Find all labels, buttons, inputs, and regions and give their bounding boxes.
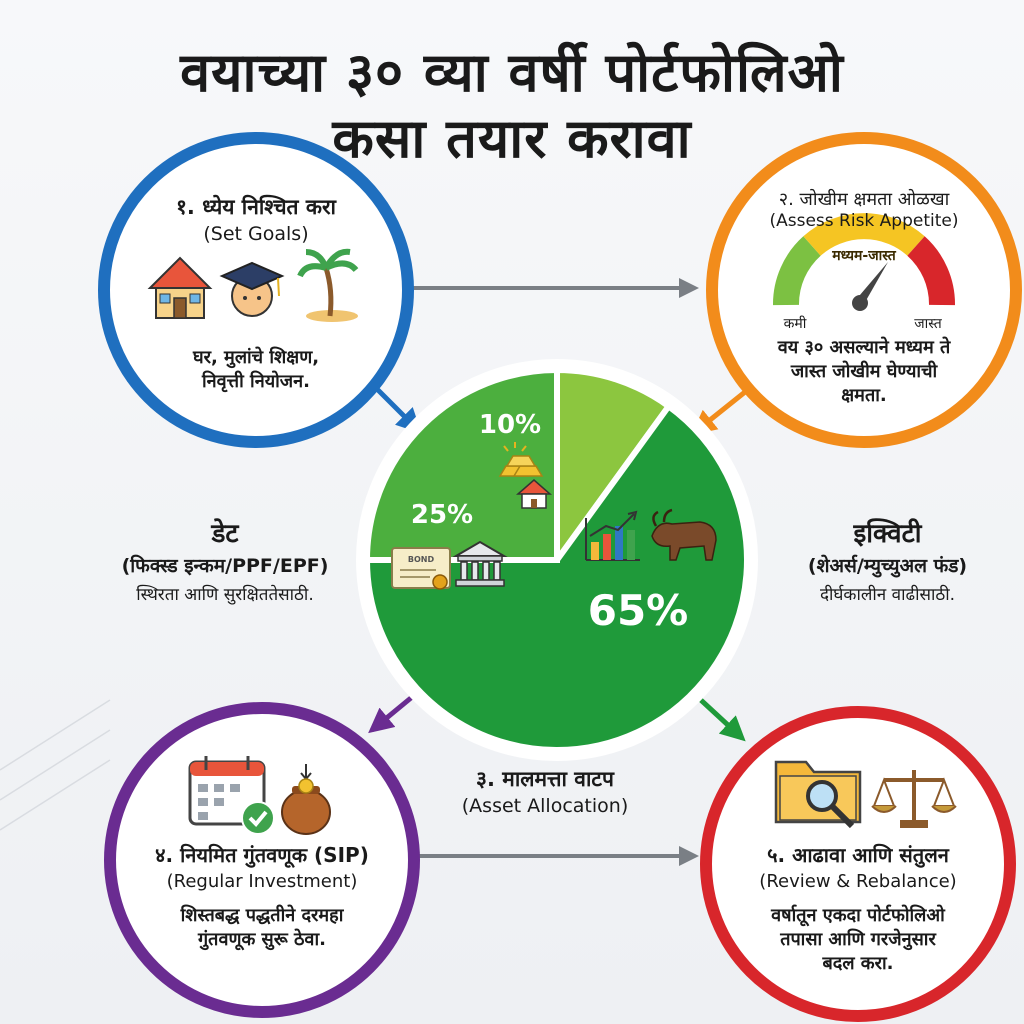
risk-english: (Assess Risk Appetite): [769, 211, 959, 231]
gauge-label-high: जास्त: [914, 316, 942, 332]
debt-sub: (फिक्स्ड इन्कम/PPF/EPF): [121, 555, 329, 577]
equity-desc: दीर्घकालीन वाढीसाठी.: [819, 585, 956, 605]
arrow-goals-to-pie: [370, 382, 422, 434]
house-icon: [147, 256, 213, 319]
bar-chart-icon: [585, 510, 640, 561]
review-desc-1: वर्षातून एकदा पोर्टफोलिओ: [771, 905, 945, 926]
pie-slice-65: [363, 402, 750, 753]
allocation-english: (Asset Allocation): [461, 795, 629, 817]
balance-scale-icon: [871, 770, 957, 828]
sip-desc-2: गुंतवणूक सुरू ठेवा.: [198, 929, 326, 950]
review-desc-2: तपासा आणि गरजेनुसार: [780, 929, 936, 950]
equity-heading: इक्विटी: [853, 519, 922, 549]
equity-sub: (शेअर्स/म्युच्युअल फंड): [807, 555, 968, 577]
review-desc-3: बदल करा.: [822, 953, 894, 974]
sip-heading: ४. नियमित गुंतवणूक (SIP): [155, 843, 369, 867]
risk-heading: २. जोखीम क्षमता ओळखा: [778, 189, 950, 210]
folder-search-icon: [774, 760, 862, 829]
review-english: (Review & Rebalance): [759, 871, 957, 892]
house-icon: [516, 479, 552, 509]
slice-label-equity: 65%: [587, 586, 689, 635]
risk-gauge-icon: [773, 213, 955, 311]
sip-desc-1: शिस्तबद्ध पद्धतीने दरमहा: [180, 905, 344, 926]
money-pot-icon: [281, 764, 331, 835]
gold-bars-icon: [498, 442, 544, 477]
graduation-cap-icon: [219, 261, 285, 317]
slice-label-debt: 25%: [410, 500, 474, 530]
palm-tree-icon: [297, 248, 359, 322]
goals-desc-1: घर, मुलांचे शिक्षण,: [192, 347, 320, 368]
page-title: वयाच्या ३० व्या वर्षी पोर्टफोलिओ कसा तया…: [0, 40, 1024, 172]
debt-heading: डेट: [211, 519, 239, 549]
sip-circle: [104, 702, 420, 1018]
bull-icon: [651, 508, 717, 561]
bank-icon: [452, 540, 508, 587]
calendar-check-icon: [188, 756, 275, 835]
sip-english: (Regular Investment): [166, 871, 358, 892]
allocation-heading: ३. मालमत्ता वाटप: [476, 767, 614, 791]
debt-desc: स्थिरता आणि सुरक्षिततेसाठी.: [136, 585, 314, 605]
title-line-1: वयाच्या ३० व्या वर्षी पोर्टफोलिओ: [180, 41, 844, 104]
pie-slice-10: [554, 366, 673, 570]
slice-label-gold: 10%: [478, 410, 542, 440]
allocation-pie: [363, 366, 750, 753]
svg-text:BOND: BOND: [408, 555, 435, 564]
gauge-label-low: कमी: [783, 316, 807, 332]
goals-english: (Set Goals): [203, 223, 309, 245]
goals-heading: १. ध्येय निश्चित करा: [175, 195, 336, 219]
risk-desc-2: जास्त जोखीम घेण्याची: [790, 361, 938, 382]
review-heading: ५. आढावा आणि संतुलन: [767, 843, 949, 867]
goals-desc-2: निवृत्ती नियोजन.: [202, 371, 310, 392]
risk-circle: [706, 132, 1022, 448]
title-line-2: कसा तयार करावा: [332, 107, 692, 170]
risk-desc-3: क्षमता.: [841, 385, 887, 406]
gauge-label-mid: मध्यम-जास्त: [832, 248, 896, 264]
risk-desc-1: वय ३० असल्याने मध्यम ते: [777, 337, 951, 358]
pie-slice-25: [363, 366, 560, 563]
bond-certificate-icon: BOND: [391, 547, 451, 590]
background-lines: [0, 699, 111, 831]
